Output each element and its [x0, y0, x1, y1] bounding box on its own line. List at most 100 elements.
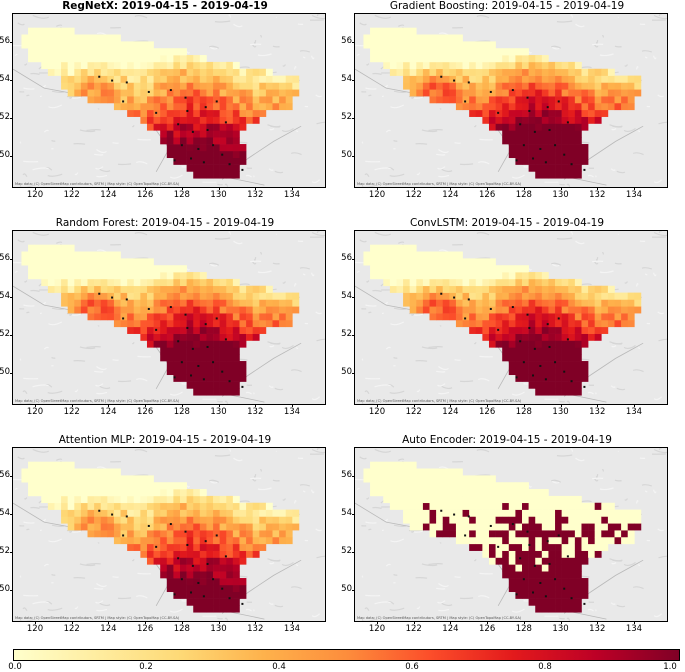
grid-cell — [74, 68, 82, 76]
grid-cell — [541, 584, 549, 593]
grid-cell — [180, 137, 187, 145]
grid-cell — [127, 96, 135, 104]
grid-cell — [213, 550, 220, 558]
grid-cell — [41, 251, 49, 259]
grid-cell — [528, 509, 536, 517]
grid-cell — [462, 102, 470, 111]
grid-cell — [160, 557, 168, 565]
grid-cell — [528, 68, 536, 76]
grid-cell — [226, 523, 234, 531]
grid-cell — [180, 550, 187, 558]
grid-cell — [429, 265, 437, 273]
grid-cell — [508, 326, 516, 334]
y-tick-label: 52 — [0, 545, 10, 556]
grid-cell — [133, 516, 141, 524]
grid-cell — [140, 543, 148, 551]
grid-cell — [94, 41, 102, 49]
grid-cell — [528, 272, 536, 280]
colorbar-tick-label: 0.6 — [405, 662, 419, 672]
station-marker — [563, 370, 566, 373]
grid-cell — [502, 278, 510, 287]
grid-cell — [594, 502, 602, 510]
grid-cell — [555, 523, 562, 531]
grid-cell — [41, 272, 49, 280]
x-tick-mark — [71, 187, 73, 190]
grid-cell — [113, 34, 121, 42]
grid-cell — [621, 89, 629, 97]
grid-cell — [515, 495, 523, 504]
grid-cell — [495, 96, 503, 104]
station-markers — [98, 75, 244, 171]
grid-cell — [226, 144, 234, 152]
grid-cell — [74, 475, 82, 483]
grid-cell — [574, 381, 582, 389]
grid-cell — [219, 354, 227, 362]
grid-cell — [160, 354, 168, 362]
grid-cell — [186, 578, 194, 586]
grid-cell — [232, 591, 240, 599]
grid-cell — [548, 374, 556, 382]
grid-cell — [488, 557, 496, 565]
grid-cell — [213, 75, 220, 83]
grid-cell — [422, 509, 430, 517]
grid-cell — [581, 550, 589, 558]
grid-cell — [409, 27, 417, 35]
grid-cell — [67, 292, 75, 300]
y-tick-label: 50 — [0, 583, 10, 594]
x-tick-mark — [145, 621, 147, 624]
station-marker — [526, 530, 529, 533]
grid-cell — [186, 285, 194, 293]
grid-cell — [232, 516, 240, 524]
station-marker — [557, 317, 560, 320]
grid-cell — [422, 495, 430, 504]
grid-cell — [213, 96, 220, 104]
grid-cell — [199, 557, 207, 565]
grid-cell — [34, 258, 42, 266]
grid-cell — [409, 82, 417, 90]
grid-cell — [383, 251, 391, 259]
grid-cell — [555, 502, 562, 510]
grid-cell — [561, 157, 569, 165]
station-marker — [228, 163, 231, 166]
x-tick-mark — [108, 404, 110, 407]
grid-cell — [568, 571, 576, 579]
grid-cell — [535, 157, 543, 165]
grid-cell — [462, 82, 470, 90]
grid-cell — [455, 48, 463, 56]
station-marker — [221, 370, 224, 373]
grid-cell — [252, 333, 260, 341]
grid-cell — [226, 340, 234, 348]
grid-cell — [383, 48, 391, 56]
grid-cell — [127, 102, 135, 111]
grid-cell — [133, 475, 141, 483]
grid-cell — [462, 306, 470, 314]
y-tick-mark — [352, 334, 355, 336]
grid-cell — [100, 509, 108, 517]
grid-cell — [246, 502, 253, 510]
grid-cell — [160, 489, 168, 497]
grid-cell — [535, 144, 543, 152]
grid-cell — [219, 144, 227, 152]
grid-cell — [475, 75, 483, 83]
grid-cell — [462, 265, 470, 273]
grid-cell — [621, 313, 629, 321]
grid-cell — [522, 495, 529, 504]
grid-cell — [541, 591, 549, 599]
station-marker — [155, 111, 158, 114]
grid-cell — [634, 75, 642, 83]
grid-cell — [67, 41, 75, 49]
grid-cell — [61, 509, 68, 517]
grid-cell — [581, 82, 589, 90]
grid-cell — [107, 313, 115, 321]
grid-cell — [206, 313, 214, 321]
station-marker — [539, 364, 542, 367]
grid-cell — [469, 75, 477, 83]
grid-cell — [146, 482, 154, 490]
grid-cell — [219, 381, 227, 389]
grid-cell — [469, 299, 477, 307]
grid-cell — [535, 102, 543, 111]
grid-cell — [232, 584, 240, 593]
grid-cell — [226, 109, 234, 117]
grid-cell — [160, 285, 168, 293]
grid-cell — [186, 313, 194, 321]
